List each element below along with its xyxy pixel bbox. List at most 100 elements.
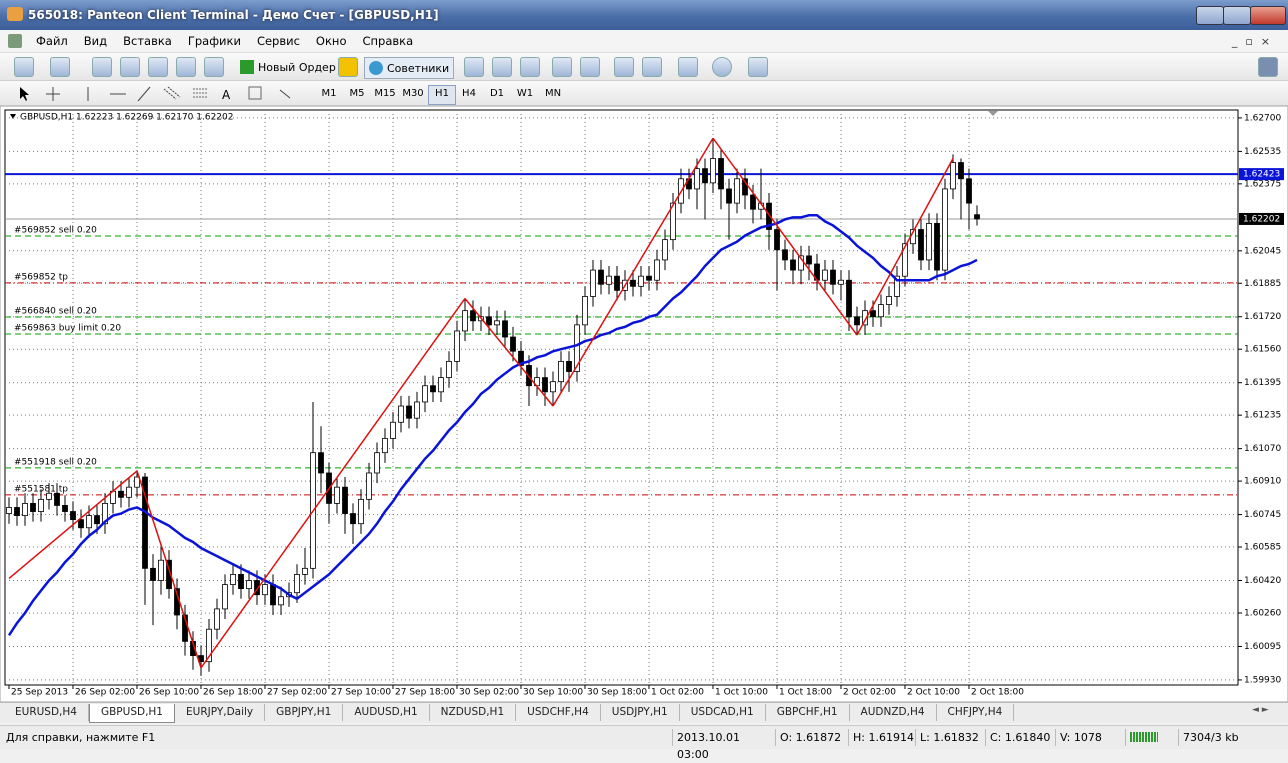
- toolbar-button[interactable]: [176, 57, 196, 77]
- menu-item[interactable]: Сервис: [256, 34, 300, 48]
- candle-body: [134, 476, 140, 488]
- timeframe-button[interactable]: W1: [516, 88, 534, 99]
- candle-body: [566, 360, 572, 372]
- order-label: #566840 sell 0.20: [14, 306, 97, 316]
- chart-tab[interactable]: GBPUSD,H1: [88, 704, 175, 723]
- toolbar-button[interactable]: [148, 57, 168, 77]
- timeframe-button[interactable]: MN: [544, 88, 562, 99]
- candle-body: [870, 310, 876, 318]
- candle-body: [46, 492, 52, 500]
- toolbar-button[interactable]: [204, 57, 224, 77]
- y-tick-label: 1.60420: [1244, 576, 1281, 586]
- chart-tab[interactable]: GBPCHF,H1: [766, 704, 850, 721]
- candle-body: [38, 498, 44, 512]
- toolbar-button[interactable]: [614, 57, 634, 77]
- menu-item[interactable]: Файл: [36, 34, 68, 48]
- candle-body: [278, 596, 284, 606]
- toolbar-button[interactable]: [120, 57, 140, 77]
- chart-tab[interactable]: EURJPY,Daily: [175, 704, 266, 721]
- timeframe-button[interactable]: M30: [402, 88, 424, 99]
- timeframe-button[interactable]: M5: [349, 88, 365, 99]
- minimize-button[interactable]: [1196, 6, 1224, 25]
- timeframe-button[interactable]: H1: [428, 85, 456, 105]
- close-button[interactable]: [1250, 6, 1286, 25]
- candle-body: [838, 279, 844, 285]
- y-tick-label: 1.62535: [1244, 147, 1281, 157]
- tab-scroll[interactable]: ◄ ►: [1252, 705, 1269, 715]
- price-box: [1239, 168, 1284, 181]
- candle-body: [910, 229, 916, 245]
- candle-body: [86, 515, 92, 529]
- menu-item[interactable]: Графики: [187, 34, 241, 48]
- toolbar-button[interactable]: [642, 57, 662, 77]
- candle-body: [438, 377, 444, 393]
- timeframe-button[interactable]: H4: [462, 88, 476, 99]
- y-tick-label: 1.60260: [1244, 608, 1281, 618]
- candle-body: [854, 316, 860, 326]
- chart-tab[interactable]: NZDUSD,H1: [430, 704, 517, 721]
- chart-tab[interactable]: GBPJPY,H1: [265, 704, 344, 721]
- toolbar-button[interactable]: [1258, 57, 1278, 77]
- x-tick-label: 30 Sep 02:00: [459, 688, 519, 698]
- candle-body: [206, 628, 212, 663]
- toolbar-button[interactable]: [552, 57, 572, 77]
- timeframe-button[interactable]: M1: [321, 88, 337, 99]
- candle-body: [446, 360, 452, 379]
- x-tick-label: 26 Sep 02:00: [75, 688, 135, 698]
- candle-body: [334, 486, 340, 504]
- toolbar-button[interactable]: [712, 57, 732, 77]
- candle-body: [678, 178, 684, 204]
- toolbar-button[interactable]: [580, 57, 600, 77]
- candle-body: [110, 490, 116, 504]
- maximize-button[interactable]: [1223, 6, 1251, 25]
- toolbar-button[interactable]: [338, 57, 358, 77]
- chart-tab[interactable]: USDJPY,H1: [601, 704, 680, 721]
- chart-tab[interactable]: AUDNZD,H4: [850, 704, 937, 721]
- candle-body: [638, 275, 644, 287]
- candle-body: [526, 365, 532, 387]
- toolbar-button[interactable]: [748, 57, 768, 77]
- y-tick-label: 1.61235: [1244, 411, 1281, 421]
- chart-tab[interactable]: USDCHF,H4: [516, 704, 601, 721]
- toolbar-button[interactable]: [492, 57, 512, 77]
- experts-button[interactable]: Советники: [364, 57, 455, 79]
- status-field: C: 1.61840: [985, 729, 1053, 746]
- menu-item[interactable]: Вид: [83, 34, 108, 48]
- menu-item[interactable]: Окно: [315, 34, 347, 48]
- candle-body: [942, 188, 948, 271]
- zigzag-segment: [200, 298, 466, 669]
- chart-tab[interactable]: EURUSD,H4: [4, 704, 89, 721]
- candle-body: [758, 202, 764, 210]
- toolbar-button[interactable]: [50, 57, 70, 77]
- menu-item[interactable]: Вставка: [123, 34, 172, 48]
- zigzag-segment: [136, 470, 202, 668]
- y-tick-label: 1.61885: [1244, 279, 1281, 289]
- toolbar-button[interactable]: [14, 57, 34, 77]
- chart-tab[interactable]: USDCAD,H1: [680, 704, 766, 721]
- candle-body: [606, 275, 612, 285]
- mdi-controls[interactable]: _▫×: [1231, 34, 1278, 48]
- candle-body: [542, 377, 548, 393]
- chart-tab[interactable]: AUDUSD,H1: [343, 704, 430, 721]
- toolbar-button[interactable]: [678, 57, 698, 77]
- connection-indicator: [1125, 729, 1175, 746]
- toolbar-button[interactable]: [520, 57, 540, 77]
- candle-body: [574, 324, 580, 372]
- chart-tab[interactable]: CHFJPY,H4: [937, 704, 1015, 721]
- toolbar-button[interactable]: [464, 57, 484, 77]
- new-order-button[interactable]: Новый Ордер: [240, 57, 336, 77]
- shift-marker: [988, 111, 998, 116]
- timeframe-button[interactable]: M15: [374, 88, 396, 99]
- candle-body: [70, 511, 76, 521]
- x-tick-label: 25 Sep 2013: [11, 688, 68, 698]
- candle-body: [94, 515, 100, 525]
- timeframe-button[interactable]: D1: [489, 88, 505, 99]
- menu-item[interactable]: Справка: [362, 34, 414, 48]
- candle-body: [222, 584, 228, 610]
- candle-body: [726, 188, 732, 204]
- price-box-label: 1.62202: [1243, 214, 1280, 224]
- toolbar-button[interactable]: [92, 57, 112, 77]
- chart-background: [0, 105, 1288, 702]
- candle-body: [950, 162, 956, 190]
- svg-text:A: A: [222, 88, 231, 102]
